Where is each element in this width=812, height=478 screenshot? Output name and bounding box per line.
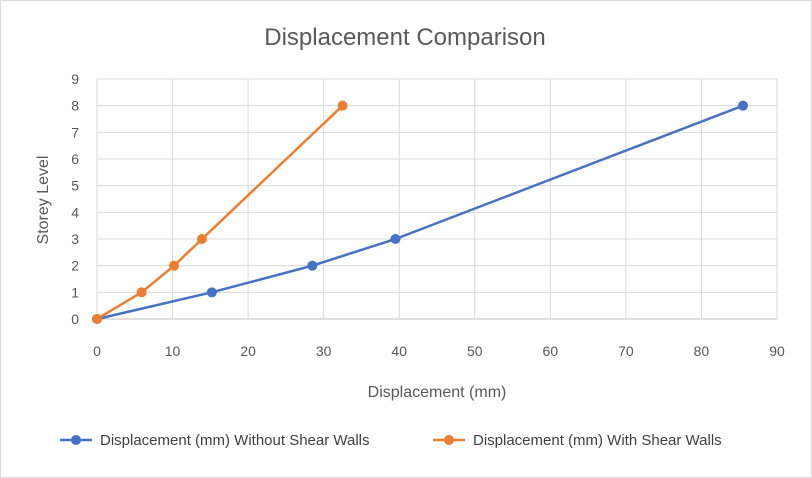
x-tick-label: 90 xyxy=(769,343,785,359)
x-tick-label: 80 xyxy=(694,343,710,359)
y-tick-label: 0 xyxy=(71,311,79,327)
legend-swatch-marker xyxy=(444,435,454,445)
data-point xyxy=(337,100,348,111)
x-tick-label: 30 xyxy=(316,343,332,359)
y-tick-label: 8 xyxy=(71,98,79,114)
y-axis-title: Storey Level xyxy=(35,156,52,245)
y-tick-label: 6 xyxy=(71,151,79,167)
y-tick-label: 3 xyxy=(71,231,79,247)
series-layer xyxy=(92,100,748,324)
data-point xyxy=(390,234,401,244)
x-tick-label: 40 xyxy=(391,343,407,359)
x-tick-label: 10 xyxy=(165,343,181,359)
y-axis-ticks: 0 1 2 3 4 5 6 7 8 9 xyxy=(71,71,79,327)
x-tick-label: 60 xyxy=(543,343,559,359)
x-tick-label: 70 xyxy=(618,343,634,359)
series-2 xyxy=(92,100,348,324)
y-tick-label: 4 xyxy=(71,204,79,220)
data-point xyxy=(197,234,208,244)
data-point xyxy=(169,260,180,271)
data-point xyxy=(92,314,102,324)
legend-item: Displacement (mm) Without Shear Walls xyxy=(60,432,370,449)
y-tick-label: 2 xyxy=(71,258,79,274)
legend-label: Displacement (mm) Without Shear Walls xyxy=(100,432,370,449)
x-axis-ticks: 0 10 20 30 40 50 60 70 80 90 xyxy=(93,343,785,359)
y-tick-label: 7 xyxy=(71,124,79,140)
data-point xyxy=(738,100,748,111)
x-tick-label: 20 xyxy=(240,343,256,359)
x-tick-label: 50 xyxy=(467,343,483,359)
legend: Displacement (mm) Without Shear Walls Dis… xyxy=(60,432,722,449)
y-tick-label: 5 xyxy=(71,178,79,194)
gridlines xyxy=(96,78,778,320)
legend-item: Displacement (mm) With Shear Walls xyxy=(433,432,722,449)
x-axis-title: Displacement (mm) xyxy=(368,384,507,401)
y-tick-label: 1 xyxy=(71,284,79,300)
chart-title: Displacement Comparison xyxy=(264,24,545,51)
legend-label: Displacement (mm) With Shear Walls xyxy=(473,432,722,449)
data-point xyxy=(136,287,147,298)
y-tick-label: 9 xyxy=(71,71,79,87)
legend-swatch-marker xyxy=(71,435,81,445)
data-point xyxy=(307,260,318,271)
x-tick-label: 0 xyxy=(93,343,101,359)
data-point xyxy=(206,287,217,298)
